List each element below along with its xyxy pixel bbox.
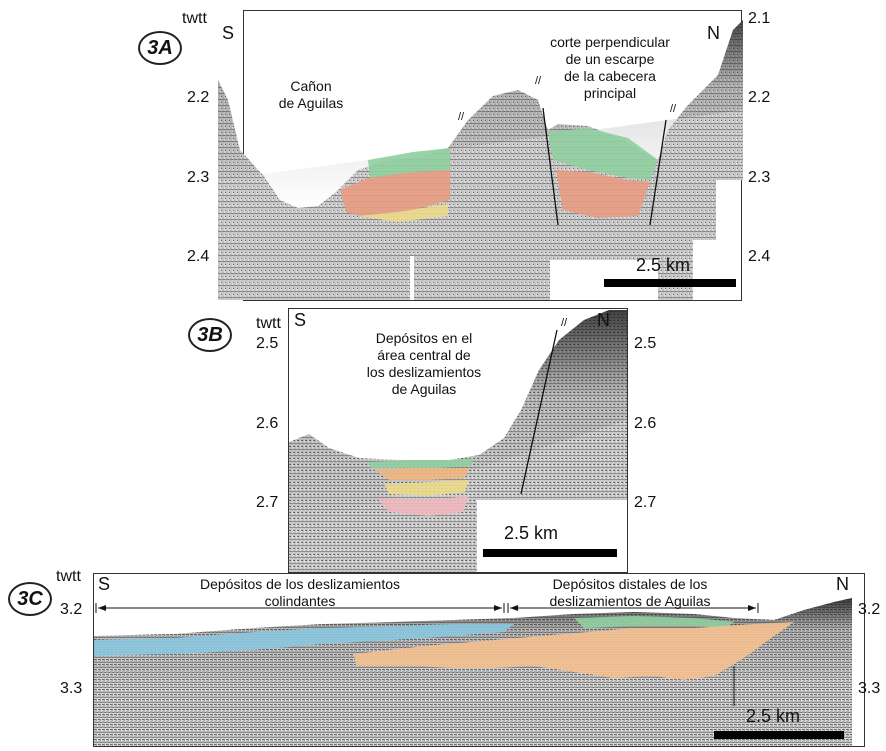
- panel-3c-right-tick-3-2: 3.2: [858, 601, 881, 618]
- panel-3a-right-tick-2-1: 2.1: [748, 10, 771, 27]
- panel-3a-scale-label: 2.5 km: [636, 255, 691, 275]
- panel-3a-scale-bar: [604, 279, 736, 287]
- panel-3a-layer-yellow: [358, 204, 448, 222]
- panel-3c-south-label: S: [98, 574, 111, 594]
- panel-3b-seismic-profile: //: [289, 310, 627, 572]
- panel-3a-seismic-profile: // // //: [218, 20, 743, 300]
- panel-3a-axis-title: twtt: [182, 10, 207, 27]
- panel-3b-layer-orange: [374, 468, 469, 480]
- panel-3a-right-tick-2-4: 2.4: [748, 248, 771, 265]
- panel-3a-layer-red-right: [556, 170, 650, 218]
- panel-3a-right-tick-2-3: 2.3: [748, 169, 771, 186]
- panel-3c-extent-arrows: [95, 603, 759, 613]
- panel-3b-layer-pink: [377, 496, 469, 516]
- panel-3b-scale-label: 2.5 km: [504, 523, 559, 543]
- panel-3b-layer-yellow: [384, 480, 469, 496]
- panel-3c-left-deposits-note: Depósitos de los deslizamientos colindan…: [200, 576, 400, 609]
- panel-3b-badge: 3B: [188, 318, 232, 352]
- panel-3a-south-label: S: [222, 23, 235, 43]
- panel-3a-canyon-note: Cañon de Aguilas: [278, 78, 344, 111]
- svg-text://: //: [535, 75, 542, 87]
- panel-3a-north-label: N: [707, 23, 720, 43]
- panel-3c-scale-bar: [714, 731, 844, 739]
- panel-3a-right-tick-2-2: 2.2: [748, 89, 771, 106]
- panel-3a-left-tick-2-4: 2.4: [187, 248, 210, 265]
- panel-3b-left-tick-2-7: 2.7: [256, 494, 279, 511]
- panel-3b-left-tick-2-5: 2.5: [256, 335, 279, 352]
- panel-3a-escarpment-note: corte perpendicular de un escarpe de la …: [550, 34, 670, 101]
- panel-3b-right-tick-2-6: 2.6: [634, 415, 657, 432]
- panel-3b-scale-bar: [483, 549, 617, 557]
- panel-3b-south-label: S: [294, 310, 307, 330]
- panel-3c-badge: 3C: [8, 582, 52, 616]
- panel-3a-left-tick-2-2: 2.2: [187, 89, 210, 106]
- svg-text://: //: [670, 103, 677, 115]
- panel-3a-badge: 3A: [138, 31, 182, 65]
- panel-3b-north-label: N: [597, 310, 610, 330]
- panel-3c-layer-orange: [354, 622, 794, 680]
- panel-3b-axis-title: twtt: [256, 315, 281, 332]
- panel-3b-deposits-note: Depósitos en el área central de los desl…: [366, 330, 482, 397]
- panel-3a-seismic-body: [218, 20, 743, 300]
- panel-3c-right-tick-3-3: 3.3: [858, 680, 881, 697]
- svg-text://: //: [458, 111, 465, 123]
- panel-3b-right-tick-2-7: 2.7: [634, 494, 657, 511]
- panel-3c-right-deposits-note: Depósitos distales de los deslizamientos…: [549, 576, 711, 609]
- svg-text://: //: [561, 317, 568, 329]
- panel-3c-layer-green: [574, 616, 734, 628]
- panel-3c-left-tick-3-3: 3.3: [60, 680, 83, 697]
- panel-3b-layer-green: [369, 458, 474, 468]
- panel-3c-scale-label: 2.5 km: [746, 706, 801, 726]
- panel-3a-layer-green-right: [548, 128, 658, 180]
- panel-3c-north-label: N: [836, 574, 849, 594]
- panel-3b-right-tick-2-5: 2.5: [634, 335, 657, 352]
- panel-3c-axis-title: twtt: [56, 568, 81, 585]
- panel-3c-seismic-profile: [94, 596, 852, 746]
- panel-3a-layer-red: [340, 170, 450, 218]
- panel-3a-left-tick-2-3: 2.3: [187, 169, 210, 186]
- panel-3c-left-tick-3-2: 3.2: [60, 601, 83, 618]
- panel-3c-layer-blue: [94, 624, 514, 656]
- panel-3a-layer-green: [368, 148, 450, 178]
- panel-3b-left-tick-2-6: 2.6: [256, 415, 279, 432]
